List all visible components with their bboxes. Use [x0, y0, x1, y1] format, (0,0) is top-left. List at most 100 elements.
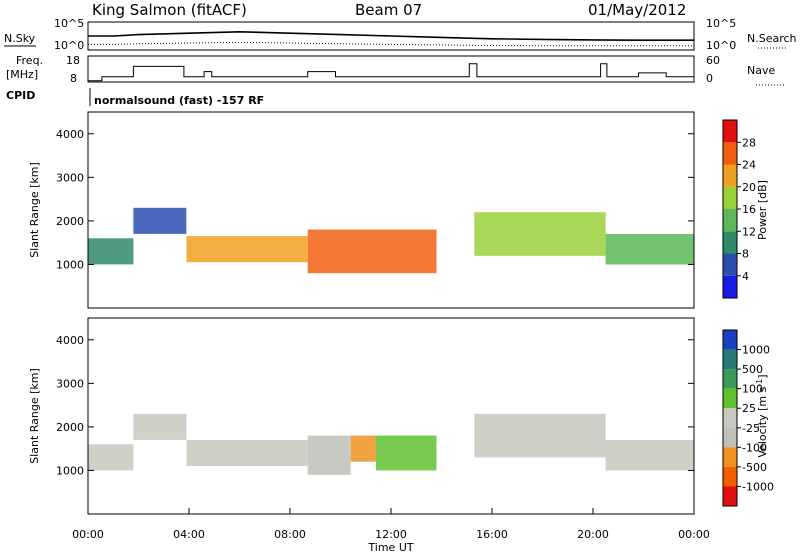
colorbar-segment	[723, 330, 737, 350]
colorbar-segment	[723, 349, 737, 370]
noise-panel: N.Sky 10^5 10^0 10^5 10^0 N.Search	[4, 17, 797, 52]
colorbar-tick-label: 4	[742, 270, 749, 283]
power-colorbar: 4 8 12 16 20 24 28	[722, 119, 756, 299]
colorbar-segment	[723, 427, 737, 448]
noise-left-tick-low: 10^0	[54, 39, 84, 52]
colorbar-segment	[723, 164, 737, 187]
power-panel: 1000 2000 3000 4000 Slant Range [km] 4 8 12 16…	[28, 111, 769, 309]
y-tick-label: 1000	[56, 258, 84, 271]
nave-tick-low: 0	[706, 72, 713, 85]
frequency-panel: Freq. [MHz] 18 8 60 0 Nave	[6, 54, 784, 86]
freq-label: Freq.	[16, 54, 43, 67]
colorbar-tick-label: 16	[742, 203, 756, 216]
velocity-ylabel: Slant Range [km]	[28, 368, 41, 464]
heatmap-band	[186, 440, 308, 467]
freq-tick-high: 18	[66, 54, 80, 67]
power-colorbar-label: Power [dB]	[756, 180, 769, 240]
colorbar-segment	[723, 142, 737, 165]
colorbar-tick-label: 8	[742, 248, 749, 261]
colorbar-tick-label: 100	[742, 383, 763, 396]
colorbar-segment	[723, 186, 737, 210]
y-tick-label: 3000	[56, 377, 84, 390]
heatmap-band	[133, 413, 187, 440]
colorbar-tick-label: 12	[742, 225, 756, 238]
x-tick-label: 20:00	[577, 528, 609, 541]
colorbar-tick-label: 1000	[742, 344, 770, 357]
heatmap-band	[88, 444, 134, 471]
time-x-axis: 00:00 04:00 08:00 12:00 16:00 20:00 00:00	[72, 508, 710, 541]
colorbar-segment	[723, 447, 737, 467]
x-tick-label: 00:00	[678, 528, 710, 541]
colorbar-segment	[723, 369, 737, 389]
colorbar-segment	[723, 408, 737, 428]
x-tick-label: 00:00	[72, 528, 104, 541]
y-tick-label: 4000	[56, 334, 84, 347]
y-tick-label: 4000	[56, 128, 84, 141]
colorbar-tick-label: 24	[742, 159, 756, 172]
noise-series	[88, 30, 694, 47]
colorbar-tick-label: 25	[742, 402, 756, 415]
velocity-data	[88, 413, 694, 475]
colorbar-segment	[723, 486, 737, 506]
colorbar-tick-label: -25	[742, 422, 760, 435]
x-tick-label: 04:00	[173, 528, 205, 541]
freq-tick-low: 8	[70, 72, 77, 85]
freq-unit: [MHz]	[6, 68, 38, 81]
power-ylabel: Slant Range [km]	[28, 162, 41, 258]
heatmap-band	[474, 413, 606, 458]
y-tick-label: 1000	[56, 464, 84, 477]
colorbar-tick-label: 28	[742, 136, 756, 149]
colorbar-tick-label: -500	[742, 461, 767, 474]
noise-left-tick-high: 10^5	[54, 17, 84, 30]
cpid-value: normalsound (fast) -157 RF	[94, 94, 264, 107]
velocity-colorbar-label: Velocity [m s-1]	[755, 374, 769, 457]
power-y-axis: 1000 2000 3000 4000	[56, 128, 694, 271]
y-tick-label: 2000	[56, 421, 84, 434]
heatmap-band	[307, 229, 437, 274]
date-label: 01/May/2012	[588, 1, 686, 19]
x-tick-label: 08:00	[274, 528, 306, 541]
heatmap-band	[375, 435, 437, 471]
velocity-colorbar: 1000 500 100 25 -25 -100 -500 -1000	[722, 329, 774, 507]
velocity-panel: 1000 2000 3000 4000 Slant Range [km] 1000 50…	[28, 317, 774, 554]
power-panel-frame	[87, 111, 695, 309]
heatmap-band	[350, 435, 376, 462]
heatmap-band	[88, 238, 134, 265]
colorbar-frame	[722, 329, 738, 507]
colorbar-segment	[723, 120, 737, 143]
colorbar-tick-label: -100	[742, 441, 767, 454]
colorbar-tick-label: -1000	[742, 480, 774, 493]
frequency-series	[88, 63, 694, 82]
power-data	[88, 207, 694, 274]
station-title: King Salmon (fitACF)	[92, 1, 247, 19]
time-xlabel: Time UT	[367, 541, 413, 554]
colorbar-tick-label: 500	[742, 363, 763, 376]
colorbar-segment	[723, 275, 737, 299]
colorbar-tick-label: 20	[742, 181, 756, 194]
frequency-line	[88, 63, 694, 82]
nave-tick-high: 60	[706, 54, 720, 67]
noise-series-line	[88, 30, 694, 42]
noise-right-tick-high: 10^5	[706, 17, 736, 30]
y-tick-label: 2000	[56, 215, 84, 228]
beam-label: Beam 07	[355, 1, 422, 19]
x-tick-label: 16:00	[476, 528, 508, 541]
heatmap-band	[186, 236, 308, 263]
nave-label: Nave	[747, 64, 775, 77]
colorbar-segment	[723, 388, 737, 409]
x-tick-label: 12:00	[375, 528, 407, 541]
heatmap-band	[605, 234, 694, 265]
heatmap-band	[474, 212, 606, 256]
velocity-y-axis: 1000 2000 3000 4000	[56, 334, 694, 477]
colorbar-segment	[723, 209, 737, 232]
noise-series-line	[88, 41, 694, 47]
y-tick-label: 3000	[56, 171, 84, 184]
colorbar-segment	[723, 231, 737, 254]
frequency-panel-frame	[87, 55, 695, 83]
noise-right-label: N.Search	[747, 32, 797, 45]
heatmap-band	[605, 440, 694, 471]
colorbar-segment	[723, 466, 737, 487]
heatmap-band	[307, 435, 351, 475]
